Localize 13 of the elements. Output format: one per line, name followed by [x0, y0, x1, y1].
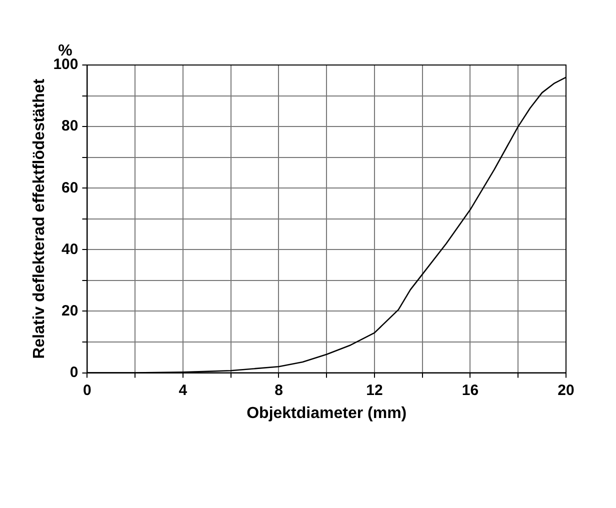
x-tick-label: 0 — [83, 382, 92, 399]
y-tick-label: 0 — [70, 364, 78, 381]
x-tick-label: 16 — [462, 382, 479, 399]
x-axis-title: Objektdiameter (mm) — [246, 404, 407, 422]
y-tick-label: 60 — [62, 179, 78, 196]
y-tick-label: 20 — [62, 302, 78, 320]
x-tick-label: 12 — [366, 382, 383, 399]
x-tick-label: 4 — [178, 382, 188, 399]
x-tick-label: 20 — [558, 382, 574, 399]
x-tick-label: 8 — [274, 382, 283, 399]
y-axis-title: Relativ deflekterad effektflödestäthet — [31, 78, 48, 359]
y-tick-label: 80 — [62, 118, 78, 135]
y-tick-label: 40 — [62, 240, 78, 258]
